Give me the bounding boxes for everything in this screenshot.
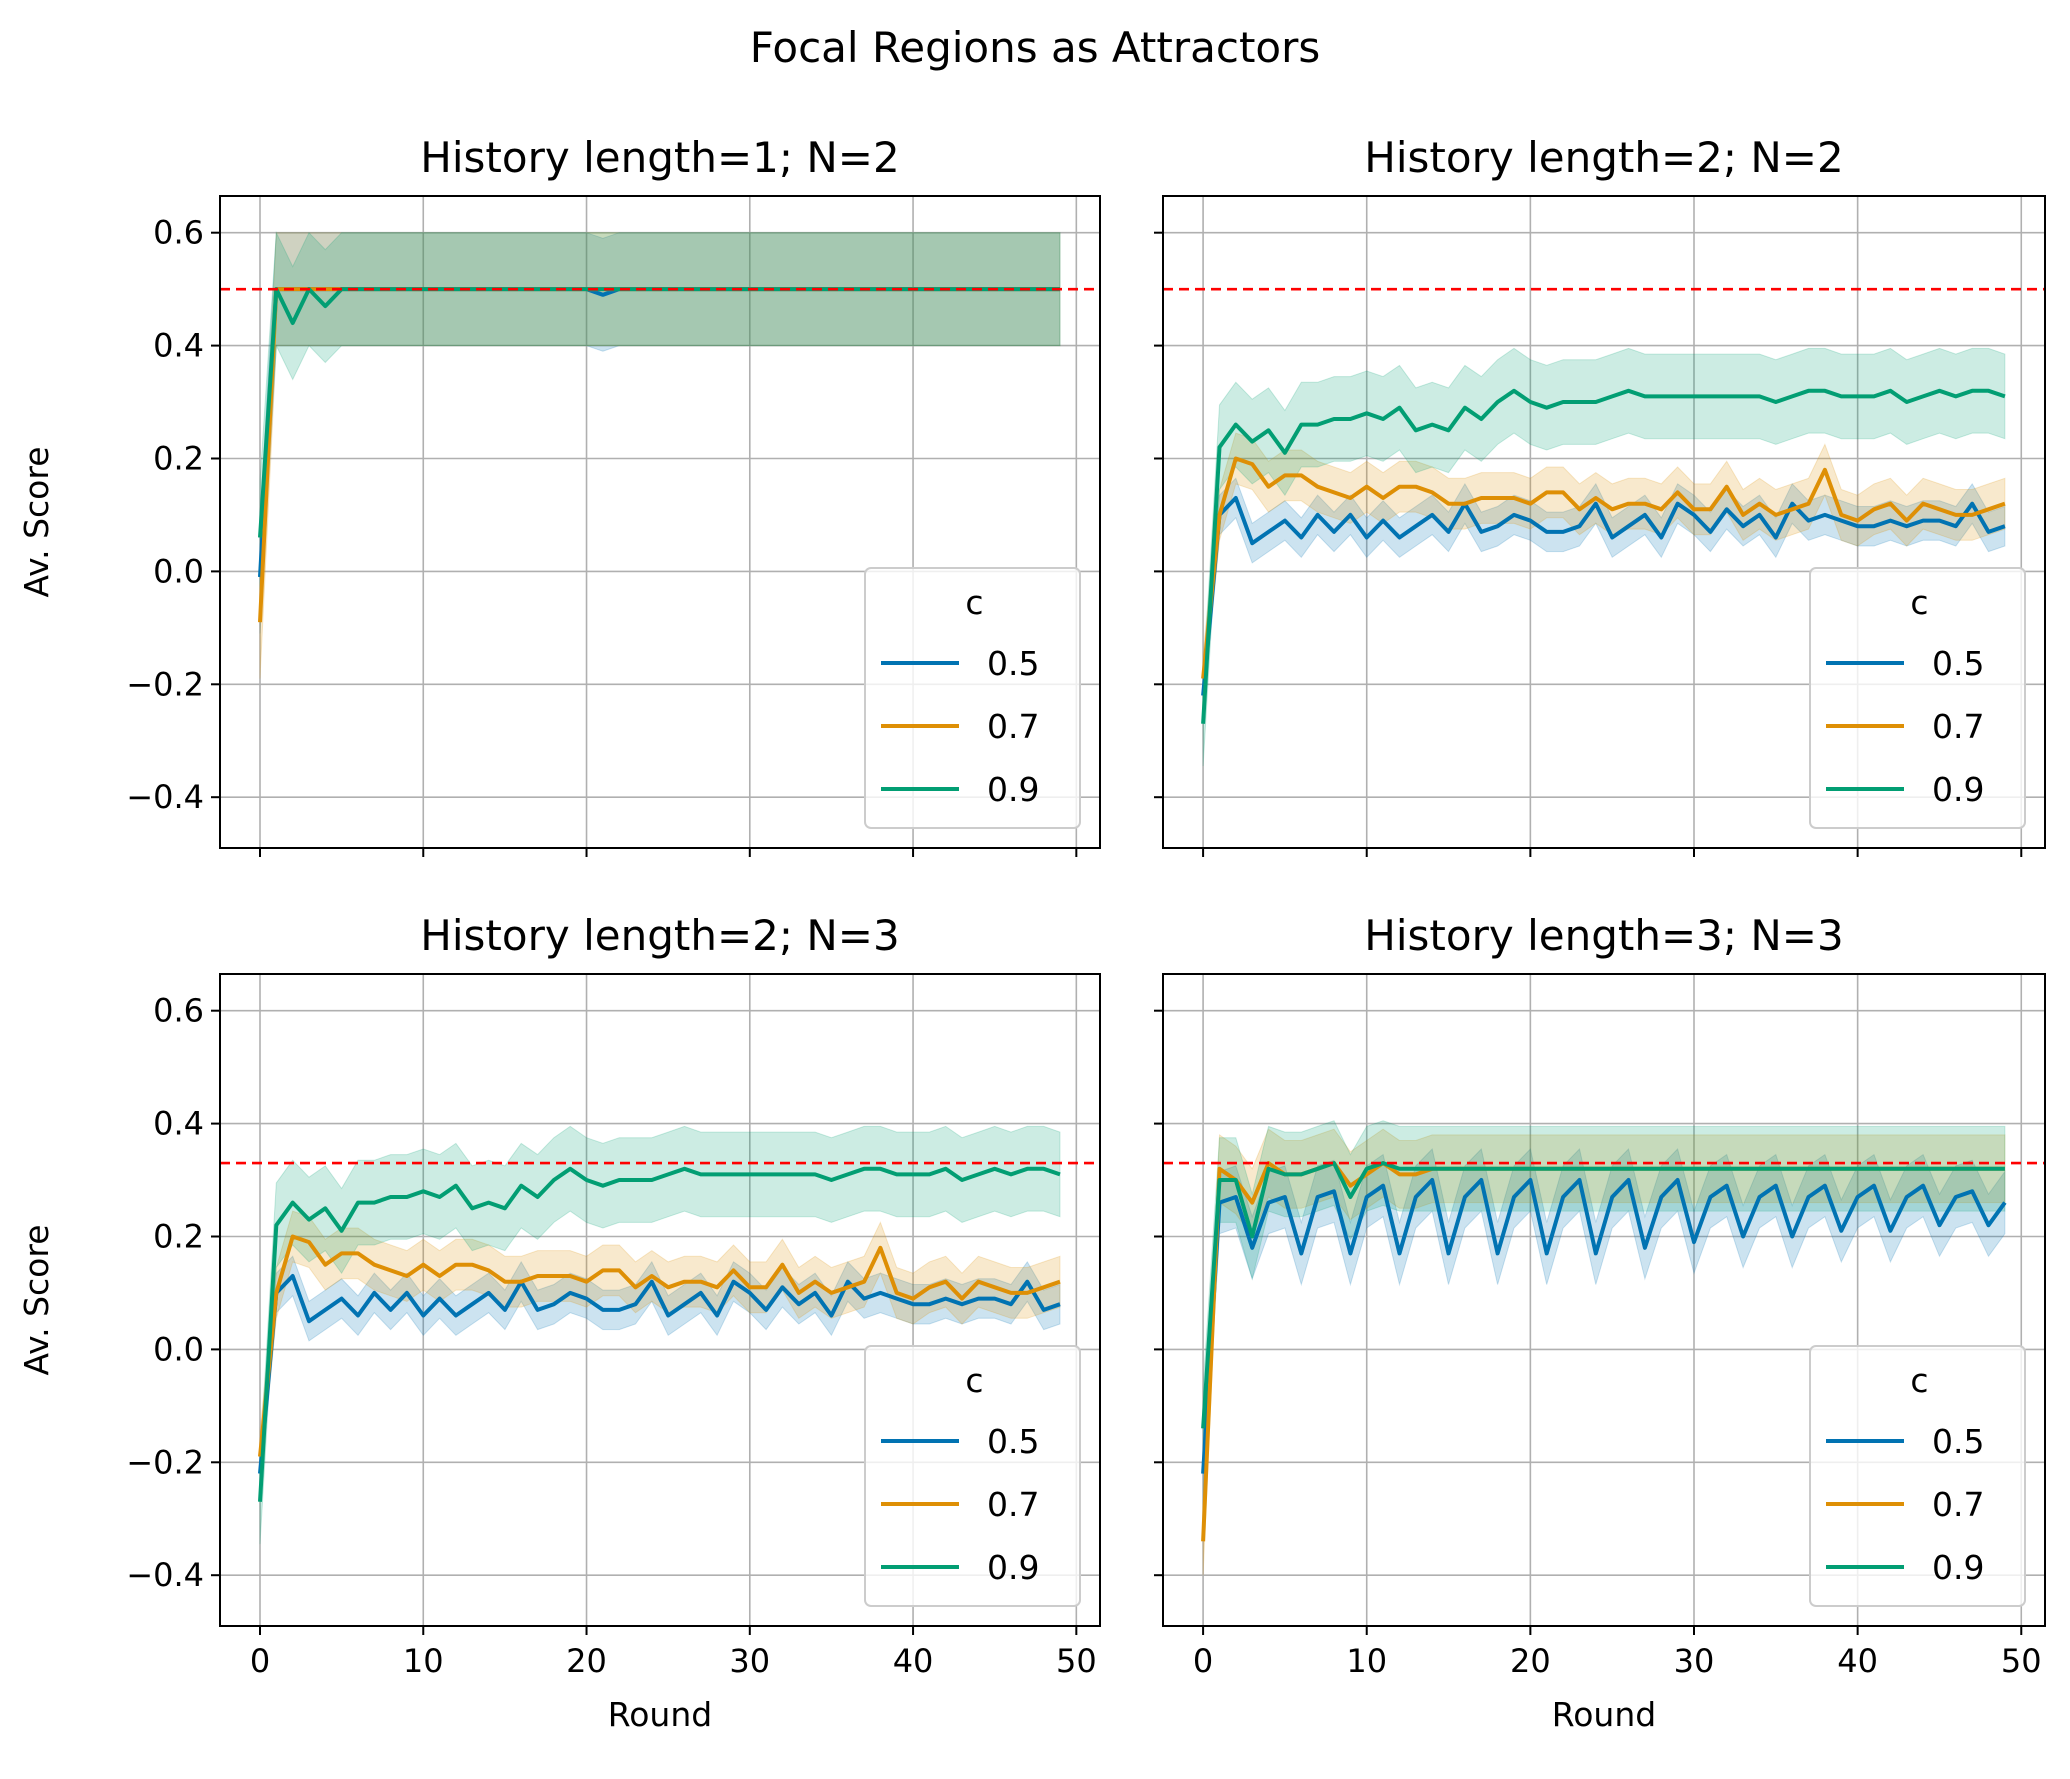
figure-title: Focal Regions as Attractors bbox=[750, 23, 1321, 72]
x-tick-label: 20 bbox=[566, 1642, 607, 1680]
y-tick-label: 0.6 bbox=[153, 214, 204, 252]
plot-area bbox=[220, 1125, 1100, 1545]
chart-panel-3: 0 10 20 30 40 50 −0.4 −0.2 0.0 0.2 0.4 0.6 History l… bbox=[17, 911, 1101, 1734]
axes-frame bbox=[219, 973, 1101, 1627]
legend-entry-label: 0.9 bbox=[987, 1548, 1039, 1587]
plot-area bbox=[1163, 287, 2045, 767]
x-tick-label: 50 bbox=[2001, 1642, 2042, 1680]
panel-title: History length=2; N=3 bbox=[420, 911, 899, 960]
x-tick-label: 20 bbox=[1510, 1642, 1551, 1680]
y-tick-label: 0.2 bbox=[153, 1217, 204, 1255]
axes-frame bbox=[219, 195, 1101, 849]
legend: c0.5 0.7 0.9 bbox=[1809, 567, 2026, 829]
y-tick-label: −0.2 bbox=[126, 1443, 204, 1481]
legend-box bbox=[864, 567, 1081, 829]
x-tick-label: 30 bbox=[729, 1642, 770, 1680]
x-tick-label: 0 bbox=[1193, 1642, 1213, 1680]
axes-frame bbox=[1162, 195, 2046, 849]
confidence-band-c0.9 bbox=[259, 230, 1061, 595]
x-tick-label: 40 bbox=[1837, 1642, 1878, 1680]
y-tick-label: 0.6 bbox=[153, 992, 204, 1030]
legend-title: c bbox=[965, 1361, 983, 1400]
series-line-c0.5 bbox=[1201, 1178, 2007, 1474]
series-line-c0.7 bbox=[1201, 456, 2006, 679]
panel-title: History length=1; N=2 bbox=[420, 133, 899, 182]
plot-area bbox=[1163, 1120, 2045, 1576]
y-axis-label: Av. Score bbox=[17, 446, 56, 597]
legend-title: c bbox=[1910, 583, 1928, 622]
y-axis-label: Av. Score bbox=[17, 1224, 56, 1375]
x-tick-label: 30 bbox=[1674, 1642, 1715, 1680]
legend-box bbox=[864, 1345, 1081, 1607]
legend-box bbox=[1809, 1345, 2026, 1607]
legend-entry-label: 0.9 bbox=[987, 770, 1039, 809]
confidence-band-c0.7 bbox=[259, 1210, 1061, 1483]
x-tick-label: 50 bbox=[1056, 1642, 1097, 1680]
axes-frame bbox=[1162, 973, 2046, 1627]
legend-entry-label: 0.7 bbox=[987, 707, 1039, 746]
confidence-band-c0.9 bbox=[1202, 347, 2006, 767]
legend-entry-label: 0.5 bbox=[987, 1422, 1039, 1461]
legend-entry-label: 0.5 bbox=[987, 644, 1039, 683]
y-tick-label: 0.0 bbox=[153, 552, 204, 590]
y-tick-label: 0.4 bbox=[153, 1105, 204, 1143]
legend-entry-label: 0.9 bbox=[1932, 1548, 1984, 1587]
chart-panel-1: −0.4 −0.2 0.0 0.2 0.4 0.6 History length=1; N=… bbox=[17, 133, 1101, 857]
y-tick-label: −0.2 bbox=[126, 665, 204, 703]
y-tick-label: −0.4 bbox=[126, 778, 204, 816]
legend: c0.5 0.7 0.9 bbox=[864, 567, 1081, 829]
panel-title: History length=3; N=3 bbox=[1364, 911, 1843, 960]
x-axis-label: Round bbox=[1552, 1695, 1656, 1734]
series-line-c0.9 bbox=[1201, 1161, 2005, 1429]
plot-area bbox=[220, 230, 1100, 679]
legend: c0.5 0.7 0.9 bbox=[1809, 1345, 2026, 1607]
panel-title: History length=2; N=2 bbox=[1364, 133, 1843, 182]
series-line-c0.9 bbox=[258, 1166, 1061, 1502]
series-line-c0.9 bbox=[1201, 388, 2006, 724]
y-tick-label: 0.0 bbox=[153, 1330, 204, 1368]
legend-entry-label: 0.5 bbox=[1932, 1422, 1984, 1461]
y-tick-label: 0.2 bbox=[153, 439, 204, 477]
confidence-band-c0.5 bbox=[259, 1255, 1061, 1494]
confidence-band-c0.5 bbox=[1202, 477, 2006, 716]
legend-entry-label: 0.7 bbox=[1932, 707, 1984, 746]
confidence-band-c0.7 bbox=[259, 232, 1061, 679]
series-line-c0.5 bbox=[1201, 496, 2006, 696]
legend-entry-label: 0.7 bbox=[987, 1485, 1039, 1524]
x-tick-label: 10 bbox=[403, 1642, 444, 1680]
x-tick-label: 40 bbox=[893, 1642, 934, 1680]
y-tick-label: −0.4 bbox=[126, 1556, 204, 1594]
legend-entry-label: 0.9 bbox=[1932, 770, 1984, 809]
legend: c0.5 0.7 0.9 bbox=[864, 1345, 1081, 1607]
series-line-c0.5 bbox=[258, 1274, 1061, 1474]
legend-box bbox=[1809, 567, 2026, 829]
x-tick-label: 0 bbox=[250, 1642, 270, 1680]
legend-entry-label: 0.7 bbox=[1932, 1485, 1984, 1524]
confidence-band-c0.7 bbox=[1202, 432, 2006, 705]
legend-entry-label: 0.5 bbox=[1932, 644, 1984, 683]
confidence-band-c0.5 bbox=[259, 232, 1061, 634]
confidence-band-c0.9 bbox=[259, 1125, 1061, 1545]
chart-panel-2: History length=2; N=2 c0.5 0.7 0.9 bbox=[1154, 133, 2046, 857]
series-line-c0.7 bbox=[258, 1234, 1061, 1457]
legend-title: c bbox=[965, 583, 983, 622]
y-tick-label: 0.4 bbox=[153, 327, 204, 365]
x-tick-label: 10 bbox=[1346, 1642, 1387, 1680]
legend-title: c bbox=[1910, 1361, 1928, 1400]
x-axis-label: Round bbox=[608, 1695, 712, 1734]
